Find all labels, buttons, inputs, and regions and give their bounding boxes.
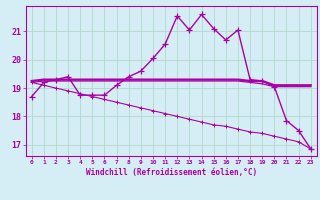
X-axis label: Windchill (Refroidissement éolien,°C): Windchill (Refroidissement éolien,°C): [86, 168, 257, 177]
